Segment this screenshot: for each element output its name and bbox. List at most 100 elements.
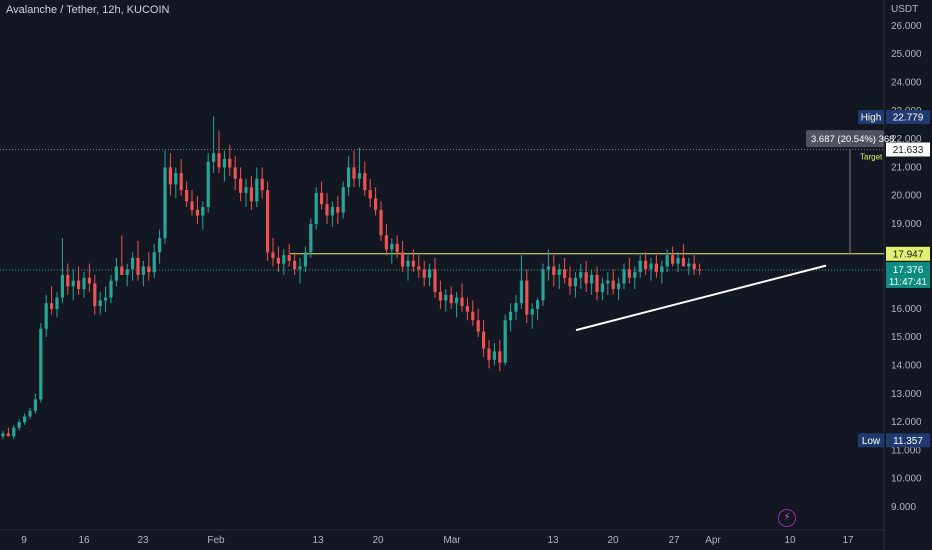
candle-body [228,158,232,168]
x-tick-label: 20 [607,535,619,546]
candle-body [114,266,118,281]
candle-body [590,274,594,284]
low-tag: 11.357 [893,436,923,447]
candle-body [617,283,621,290]
candle-body [17,422,21,428]
low-tag-bg [886,433,930,448]
candle-body [82,277,86,290]
candle-body [50,303,54,309]
candle-body [455,297,459,304]
measure-label-bg [806,130,884,148]
candle-body [271,252,275,258]
x-tick-label: 9 [21,535,27,546]
candle-body [260,178,264,191]
candle-body [622,269,626,284]
candle-body [476,320,480,332]
target-label: Target [860,152,883,161]
candle-body [282,255,286,264]
target-tag-bg [886,142,930,157]
y-tick-label: 20.000 [891,191,922,202]
candle-body [131,257,135,270]
candle-body [638,260,642,273]
candle-body [325,204,329,216]
candle-body [509,311,513,321]
candle-body [352,167,356,179]
candle-body [600,283,604,292]
candle-body [422,269,426,278]
candle-body [676,257,680,264]
candle-body [428,269,432,278]
x-tick-label: 17 [842,535,854,546]
flash-icon[interactable]: ⚡ [778,509,796,527]
x-tick-label: 10 [784,535,796,546]
candle-body [341,187,345,213]
candle-body [649,263,653,270]
candle-body [185,190,189,202]
candle-body [487,348,491,360]
x-tick-label: Apr [705,535,721,546]
candle-body [433,269,437,292]
candle-body [492,351,496,360]
x-tick-label: 13 [547,535,559,546]
high-tag-bg [886,110,930,125]
x-tick-label: 20 [372,535,384,546]
candle-body [579,272,583,278]
x-tick-label: 27 [668,535,680,546]
high-tag-label-bg [858,110,884,125]
candle-body [136,257,140,275]
candle-body [595,274,599,292]
candle-body [28,410,32,417]
candle-body [222,158,226,168]
candle-body [411,260,415,267]
candle-body [460,297,464,307]
x-tick-label: Feb [207,535,225,546]
y-tick-label: 26.000 [891,21,922,32]
candle-body [23,416,27,423]
candle-body [546,266,550,270]
candle-body [287,255,291,261]
candle-body [336,207,340,213]
candle-body [417,266,421,270]
candle-body [195,209,199,216]
x-tick-label: 13 [312,535,324,546]
candle-body [6,433,10,437]
candle-body [557,269,561,275]
candle-body [525,280,529,315]
candle-body [627,269,631,278]
candle-body [168,167,172,185]
candle-body [320,192,324,205]
candle-body [374,198,378,210]
trendline [575,264,827,332]
candle-body [698,269,702,271]
current-tag-bg [886,261,930,288]
candle-body [368,190,372,199]
candle-body [314,192,318,224]
candle-body [568,277,572,287]
candle-body [190,201,194,210]
candle-body [1,433,5,437]
candle-body [60,274,64,298]
y-tick-label: 19.000 [891,219,922,230]
candle-body [384,235,388,250]
candle-body [44,303,48,329]
candle-body [438,291,442,301]
candle-body [163,167,167,239]
y-tick-label: 21.000 [891,162,922,173]
y-tick-label: 22.000 [891,134,922,145]
candle-body [201,207,205,216]
candle-body [233,167,237,179]
candle-body [687,263,691,267]
candle-body [66,274,70,287]
candle-body [584,272,588,284]
y-tick-label: 10.000 [891,474,922,485]
candle-body [654,263,658,273]
currency-label: USDT [891,4,918,15]
candle-body [217,153,221,168]
y-tick-label: 12.000 [891,417,922,428]
candle-body [244,187,248,193]
candle-body [77,280,81,290]
y-tick-label: 24.000 [891,78,922,89]
candle-body [158,238,162,253]
candle-body [293,260,297,270]
